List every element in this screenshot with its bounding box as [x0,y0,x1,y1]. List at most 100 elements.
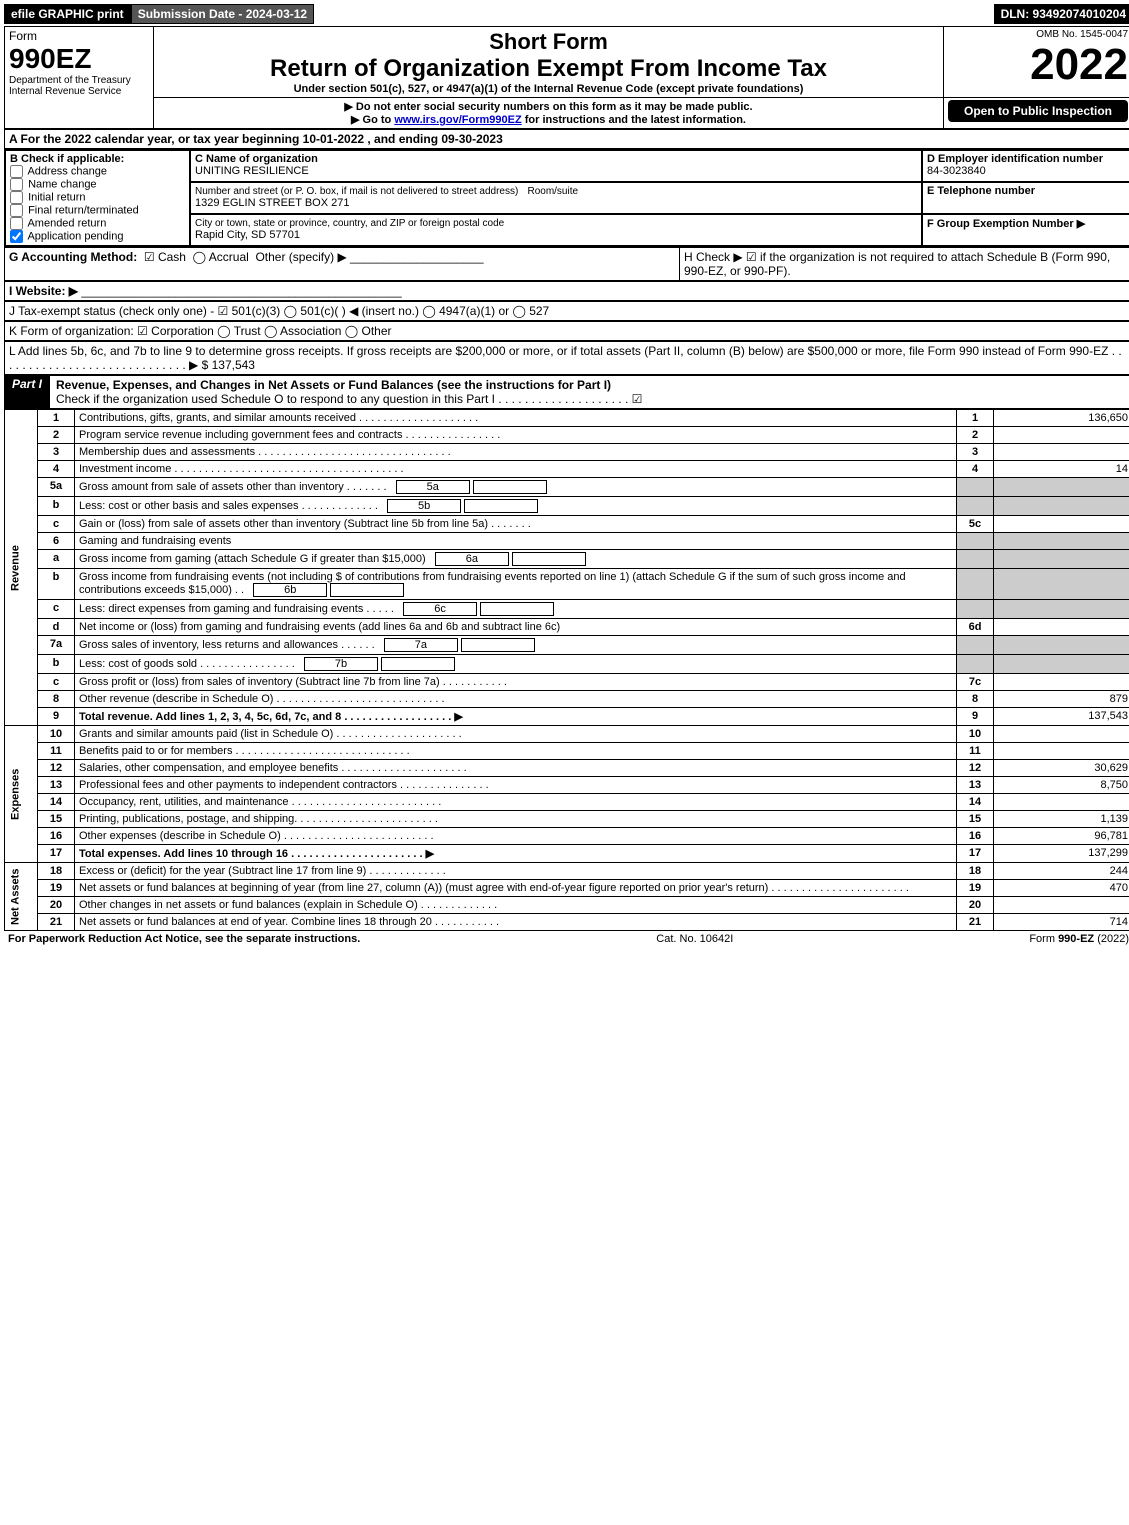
part1-tag: Part I [4,375,50,409]
ln12-val: 30,629 [994,760,1129,777]
ln5b-text: Less: cost or other basis and sales expe… [75,497,957,516]
ln7c-val [994,674,1129,691]
k-form-org: K Form of organization: ☑ Corporation ◯ … [5,322,1129,340]
ln6a-text: Gross income from gaming (attach Schedul… [75,550,957,569]
ln7b-box: 7b [304,657,378,671]
ln11-text: Benefits paid to or for members . . . . … [75,743,957,760]
cb-pending[interactable]: Application pending [10,230,185,243]
irs-label: Internal Revenue Service [9,86,149,97]
street-label: Number and street (or P. O. box, if mail… [195,186,518,197]
ln13-val: 8,750 [994,777,1129,794]
ln6b-text: Gross income from fundraising events (no… [75,569,957,600]
dept-treasury: Department of the Treasury [9,75,149,86]
irs-link[interactable]: www.irs.gov/Form990EZ [394,114,521,126]
ln8-text: Other revenue (describe in Schedule O) .… [75,691,957,708]
ln9-box: 9 [972,710,978,722]
e-phone-cell: E Telephone number [922,182,1129,214]
ln2-text: Program service revenue including govern… [75,427,957,444]
tax-year: 2022 [948,40,1128,90]
under-section: Under section 501(c), 527, or 4947(a)(1)… [158,83,939,95]
ln14-val [994,794,1129,811]
ln11-val [994,743,1129,760]
c-name-cell: C Name of organization UNITING RESILIENC… [190,150,922,182]
ln7c-box: 7c [957,674,994,691]
city-value: Rapid City, SD 57701 [195,229,300,241]
cb-initial-return-label: Initial return [28,191,85,203]
dln-label: DLN: 93492074010204 [994,4,1129,24]
part1-check-o: Check if the organization used Schedule … [56,392,642,406]
form-number: 990EZ [9,43,92,74]
j-row: J Tax-exempt status (check only one) - ☑… [4,301,1129,321]
goto-link-line: ▶ Go to www.irs.gov/Form990EZ for instru… [158,113,939,126]
part1-table: Revenue 1 Contributions, gifts, grants, … [4,409,1129,931]
ln8-val: 879 [994,691,1129,708]
cb-amended[interactable]: Amended return [10,217,185,230]
ein-value: 84-3023840 [927,165,986,177]
section-b-checkboxes: B Check if applicable: Address change Na… [5,150,190,246]
part1-title: Revenue, Expenses, and Changes in Net As… [50,375,1129,409]
ln15-val: 1,139 [994,811,1129,828]
ln3-val [994,444,1129,461]
e-label: E Telephone number [927,185,1035,197]
ln5c-val [994,516,1129,533]
ln16-text: Other expenses (describe in Schedule O) … [75,828,957,845]
ln18-text: Excess or (deficit) for the year (Subtra… [75,863,957,880]
ln16-val: 96,781 [994,828,1129,845]
ln1-text: Contributions, gifts, grants, and simila… [75,410,957,427]
g-accrual[interactable]: Accrual [209,250,249,264]
ln6d-val [994,619,1129,636]
efile-button[interactable]: efile GRAPHIC print [4,4,131,24]
ln10-text: Grants and similar amounts paid (list in… [75,726,957,743]
c-city-cell: City or town, state or province, country… [190,214,922,246]
ln4-text: Investment income . . . . . . . . . . . … [75,461,957,478]
ln20-box: 20 [957,897,994,914]
c-street-cell: Number and street (or P. O. box, if mail… [190,182,922,214]
ln3-text: Membership dues and assessments . . . . … [75,444,957,461]
ln13-text: Professional fees and other payments to … [75,777,957,794]
short-form-title: Short Form [158,29,939,55]
ln18-box: 18 [957,863,994,880]
footer-left: For Paperwork Reduction Act Notice, see … [8,933,360,945]
ln11-box: 11 [957,743,994,760]
cb-address-change[interactable]: Address change [10,165,185,178]
g-other[interactable]: Other (specify) ▶ [255,250,346,264]
cb-initial-return[interactable]: Initial return [10,191,185,204]
ln6b-box: 6b [253,583,327,597]
submission-date: Submission Date - 2024-03-12 [131,4,314,24]
ln7c-text: Gross profit or (loss) from sales of inv… [75,674,957,691]
ln13-box: 13 [957,777,994,794]
ln7a-box: 7a [384,638,458,652]
ln6a-box: 6a [435,552,509,566]
open-to-public: Open to Public Inspection [948,100,1128,122]
g-cash[interactable]: Cash [158,250,186,264]
g-accounting: G Accounting Method: ☑ Cash ◯ Accrual Ot… [5,248,680,280]
d-ein-cell: D Employer identification number 84-3023… [922,150,1129,182]
l-row: L Add lines 5b, 6c, and 7b to line 9 to … [4,341,1129,375]
ln15-text: Printing, publications, postage, and shi… [75,811,957,828]
c-label: C Name of organization [195,153,318,165]
ln19-val: 470 [994,880,1129,897]
cb-final-return[interactable]: Final return/terminated [10,204,185,217]
ln5c-box: 5c [957,516,994,533]
cb-final-return-label: Final return/terminated [28,204,139,216]
netassets-side-label: Net Assets [5,863,38,931]
ln5a-text: Gross amount from sale of assets other t… [75,478,957,497]
ln6d-box: 6d [957,619,994,636]
ln14-text: Occupancy, rent, utilities, and maintena… [75,794,957,811]
b-label: B Check if applicable: [10,153,124,165]
form-header: Form 990EZ Department of the Treasury In… [4,26,1129,129]
ln17-box: 17 [969,847,981,859]
ln10-box: 10 [957,726,994,743]
gh-row: G Accounting Method: ☑ Cash ◯ Accrual Ot… [4,247,1129,281]
ln6d-text: Net income or (loss) from gaming and fun… [75,619,957,636]
street-value: 1329 EGLIN STREET BOX 271 [195,197,349,209]
ln4-val: 14 [994,461,1129,478]
cb-name-change[interactable]: Name change [10,178,185,191]
ln15-box: 15 [957,811,994,828]
i-row: I Website: ▶ ___________________________… [4,281,1129,301]
ln12-text: Salaries, other compensation, and employ… [75,760,957,777]
cb-name-change-label: Name change [28,178,97,190]
l-gross-receipts: L Add lines 5b, 6c, and 7b to line 9 to … [5,342,1129,374]
ln8-box: 8 [957,691,994,708]
ln17-text: Total expenses. Add lines 10 through 16 … [75,845,957,863]
